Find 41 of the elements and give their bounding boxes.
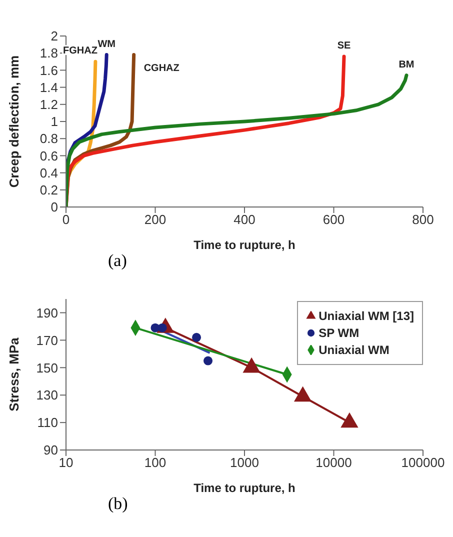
- y-tick-label: 1: [50, 114, 58, 130]
- y-tick-label: 0: [50, 200, 58, 215]
- y-tick-label: 0.8: [40, 131, 58, 146]
- y-tick-label: 0.2: [40, 182, 58, 198]
- y-tick-label: 110: [37, 415, 58, 430]
- y-tick-label: 1.4: [40, 80, 58, 95]
- legend-label: Uniaxial WM: [318, 343, 390, 357]
- y-tick-label: 190: [36, 305, 58, 320]
- x-tick-label: 100: [144, 455, 166, 470]
- x-tick-label: 600: [322, 212, 345, 228]
- series-label: WM: [98, 38, 116, 50]
- y-tick-label: 130: [36, 388, 58, 403]
- y-axis-title: Stress, MPa: [6, 336, 22, 412]
- series-label: BM: [398, 59, 414, 70]
- x-axis-title: Time to rupture, h: [194, 481, 296, 495]
- y-tick-label: 0.4: [40, 165, 58, 180]
- y-tick-label: 0.6: [40, 148, 58, 164]
- legend-label: Uniaxial WM [13]: [318, 309, 414, 323]
- y-tick-label: 90: [44, 442, 58, 458]
- x-axis-title: Time to rupture, h: [194, 238, 296, 252]
- x-tick-label: 200: [144, 212, 166, 228]
- y-tick-label: 1.6: [40, 62, 58, 78]
- y-tick-label: 2: [50, 28, 58, 44]
- text: (a): [108, 251, 128, 271]
- x-tick-label: 100000: [401, 455, 445, 470]
- y-tick-label: 1.2: [40, 97, 58, 112]
- x-tick-label: 10: [58, 455, 74, 470]
- y-axis-title: Creep deflection, mm: [6, 55, 22, 188]
- series-label: SE: [337, 40, 352, 52]
- y-tick-label: 1.8: [40, 46, 58, 61]
- x-tick-label: 1000: [230, 455, 259, 470]
- series-label: CGHAZ: [144, 62, 180, 74]
- y-tick-label: 170: [36, 332, 58, 348]
- x-tick-label: 10000: [316, 455, 352, 470]
- x-tick-label: 800: [412, 212, 434, 228]
- x-tick-label: 400: [234, 212, 256, 228]
- line-series: [66, 74, 408, 207]
- text: (b): [108, 494, 129, 514]
- y-tick-label: 150: [36, 360, 58, 376]
- legend-label: SP WM: [318, 326, 360, 340]
- x-tick-label: 0: [62, 212, 70, 228]
